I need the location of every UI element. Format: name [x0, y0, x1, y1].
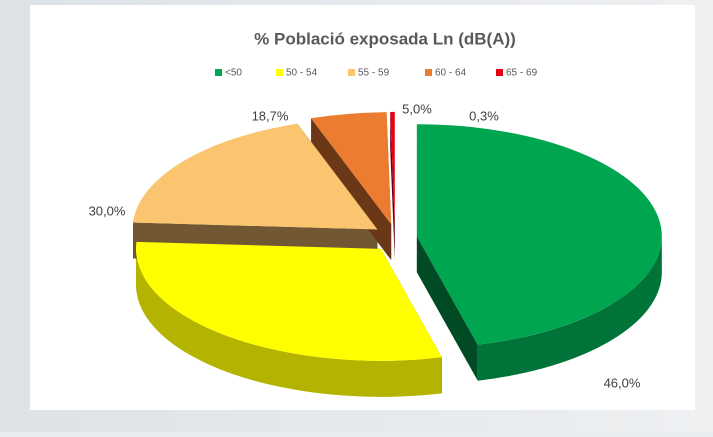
legend-swatch	[348, 69, 355, 76]
data-label: 5,0%	[402, 101, 432, 116]
slice-side	[135, 248, 442, 397]
slice	[311, 112, 392, 225]
slice-edge	[416, 236, 478, 381]
slice	[390, 111, 395, 224]
slice-edge	[390, 111, 395, 260]
legend-label: 50 - 54	[286, 68, 318, 79]
slice	[416, 124, 662, 345]
legend-swatch	[496, 69, 503, 76]
slice-side	[477, 236, 662, 381]
legend-label: 65 - 69	[506, 68, 538, 79]
slice	[135, 241, 442, 361]
slice	[132, 123, 378, 230]
chart-title: % Població exposada Ln (dB(A))	[254, 29, 516, 48]
data-label: 18,7%	[252, 108, 289, 123]
legend-label: 60 - 64	[435, 68, 467, 79]
legend-swatch	[425, 69, 432, 76]
data-label: 0,3%	[469, 108, 499, 123]
legend-swatch	[215, 69, 222, 76]
data-label: 46,0%	[604, 375, 641, 390]
legend-swatch	[276, 69, 283, 76]
legend-label: 55 - 59	[358, 68, 390, 79]
data-label: 30,0%	[89, 203, 126, 218]
legend-label: <50	[225, 68, 242, 79]
